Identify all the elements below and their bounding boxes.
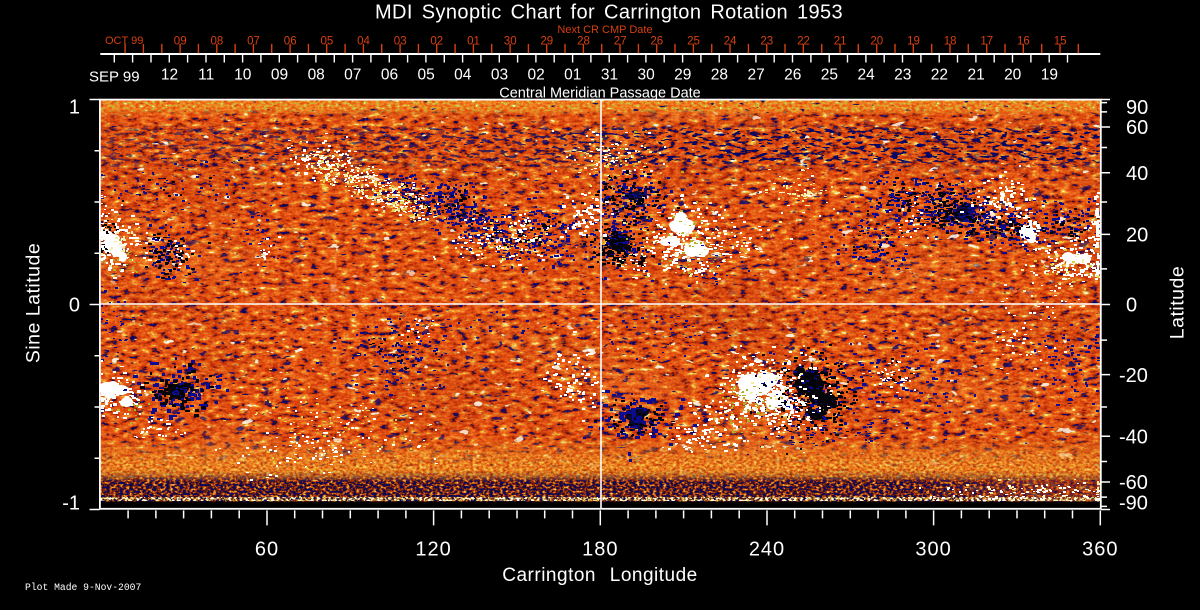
svg-text:31: 31 (601, 67, 618, 84)
svg-text:24: 24 (857, 67, 875, 84)
svg-text:04: 04 (357, 36, 370, 48)
svg-text:29: 29 (540, 36, 553, 48)
svg-text:05: 05 (417, 67, 434, 84)
svg-text:1: 1 (69, 97, 80, 119)
svg-text:07: 07 (247, 36, 260, 48)
svg-text:-40: -40 (1119, 427, 1148, 449)
svg-text:04: 04 (454, 67, 472, 84)
svg-text:16: 16 (1017, 36, 1030, 48)
svg-text:08: 08 (211, 36, 224, 48)
svg-text:60: 60 (1126, 117, 1148, 139)
svg-text:22: 22 (931, 67, 948, 84)
svg-text:03: 03 (394, 36, 407, 48)
svg-text:120: 120 (415, 539, 451, 561)
svg-text:Latitude: Latitude (1167, 266, 1189, 339)
svg-text:05: 05 (321, 36, 334, 48)
svg-text:0: 0 (1126, 295, 1137, 317)
svg-text:09: 09 (174, 36, 187, 48)
svg-text:-1: -1 (62, 493, 80, 515)
svg-text:60: 60 (255, 539, 279, 561)
svg-text:30: 30 (637, 67, 655, 84)
svg-text:OCT 99: OCT 99 (105, 35, 143, 47)
svg-text:Carrington Longitude: Carrington Longitude (502, 565, 697, 586)
svg-text:12: 12 (161, 67, 178, 84)
svg-text:Plot Made 9-Nov-2007: Plot Made 9-Nov-2007 (25, 582, 141, 593)
svg-text:MDI Synoptic Chart for Carring: MDI Synoptic Chart for Carrington Rotati… (375, 2, 843, 24)
svg-text:08: 08 (308, 67, 325, 84)
svg-text:03: 03 (491, 67, 508, 84)
svg-text:17: 17 (980, 36, 993, 48)
svg-text:21: 21 (967, 67, 984, 84)
svg-text:28: 28 (711, 67, 728, 84)
svg-text:30: 30 (504, 36, 517, 48)
svg-text:90: 90 (1126, 97, 1148, 119)
svg-text:09: 09 (271, 67, 288, 84)
svg-text:02: 02 (527, 67, 544, 84)
svg-text:02: 02 (430, 36, 443, 48)
svg-text:40: 40 (1126, 163, 1148, 185)
svg-text:20: 20 (870, 36, 883, 48)
svg-text:-60: -60 (1119, 472, 1148, 494)
svg-text:SEP 99: SEP 99 (89, 69, 140, 86)
svg-text:25: 25 (687, 36, 700, 48)
svg-text:01: 01 (564, 67, 581, 84)
svg-text:20: 20 (1004, 67, 1022, 84)
svg-text:07: 07 (344, 67, 361, 84)
svg-text:180: 180 (582, 539, 618, 561)
svg-text:15: 15 (1054, 36, 1067, 48)
svg-text:22: 22 (797, 36, 810, 48)
svg-text:23: 23 (760, 36, 773, 48)
svg-text:25: 25 (821, 67, 838, 84)
svg-text:06: 06 (381, 67, 398, 84)
svg-text:Next CR CMP Date: Next CR CMP Date (557, 24, 652, 36)
svg-text:19: 19 (907, 36, 920, 48)
svg-text:29: 29 (674, 67, 691, 84)
svg-text:19: 19 (1041, 67, 1058, 84)
svg-text:18: 18 (944, 36, 957, 48)
svg-text:21: 21 (834, 36, 847, 48)
svg-text:360: 360 (1082, 539, 1118, 561)
svg-text:24: 24 (724, 36, 737, 48)
svg-text:06: 06 (284, 36, 297, 48)
svg-text:-20: -20 (1119, 365, 1148, 387)
svg-text:300: 300 (915, 539, 951, 561)
svg-text:28: 28 (577, 36, 590, 48)
svg-text:20: 20 (1126, 225, 1148, 247)
svg-text:27: 27 (747, 67, 764, 84)
svg-text:26: 26 (650, 36, 663, 48)
svg-text:Sine Latitude: Sine Latitude (23, 243, 45, 363)
svg-text:-90: -90 (1119, 493, 1148, 515)
svg-text:10: 10 (234, 67, 252, 84)
svg-text:11: 11 (198, 67, 214, 84)
svg-text:23: 23 (894, 67, 911, 84)
svg-text:26: 26 (784, 67, 801, 84)
svg-text:01: 01 (467, 36, 480, 48)
svg-text:240: 240 (749, 539, 785, 561)
svg-text:27: 27 (614, 36, 627, 48)
svg-text:Central Meridian Passage Date: Central Meridian Passage Date (499, 86, 701, 102)
svg-text:0: 0 (69, 295, 80, 317)
